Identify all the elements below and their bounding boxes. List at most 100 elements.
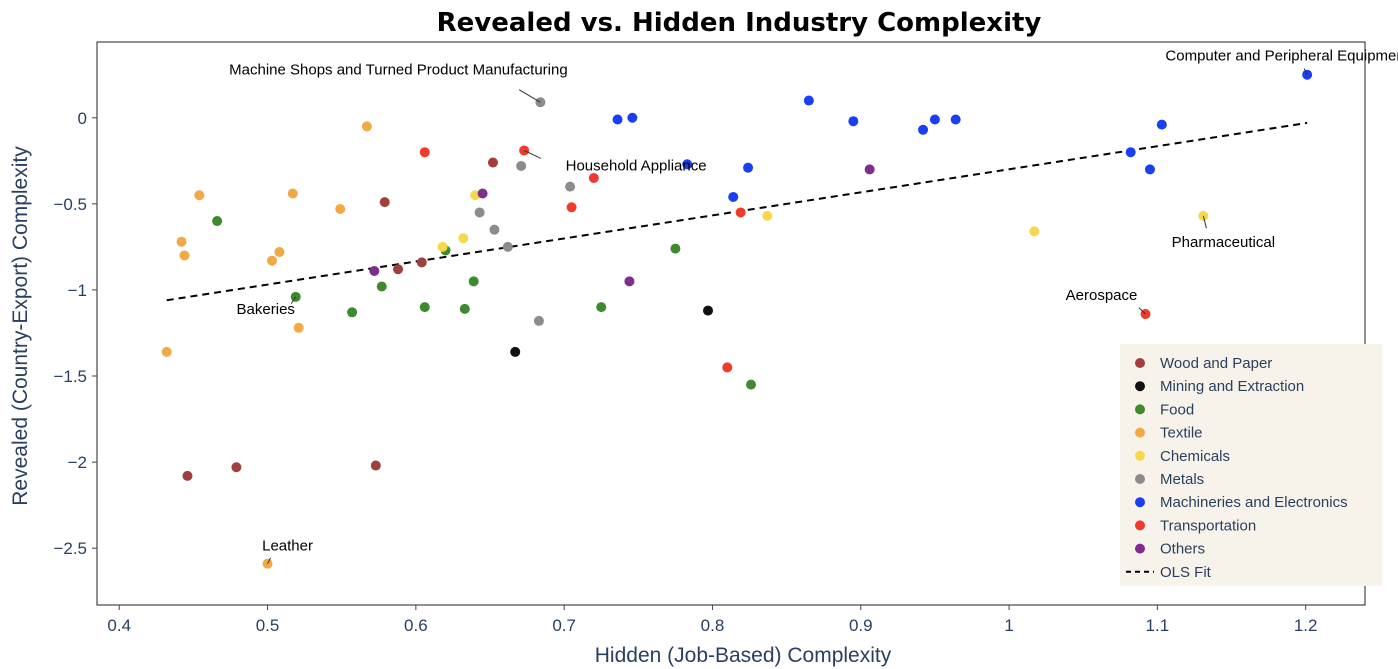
y-tick-label: −0.5: [53, 195, 87, 214]
legend-marker: [1135, 450, 1145, 461]
y-tick-label: −1.5: [53, 367, 87, 386]
point-transportation: [419, 147, 430, 158]
point-wood-and-paper: [487, 157, 498, 168]
point-food: [468, 276, 479, 287]
chart-title: Revealed vs. Hidden Industry Complexity: [437, 8, 1042, 38]
point-machineries-and-electronics: [950, 114, 961, 125]
point-transportation: [722, 362, 733, 373]
annotation-label: Bakeries: [237, 301, 295, 318]
plot-frame: [96, 41, 1366, 606]
annotation-arrow: [267, 557, 271, 564]
point-machineries-and-electronics: [728, 191, 739, 202]
point-textile: [361, 121, 372, 132]
point-food: [746, 379, 757, 390]
legend-marker: [1135, 497, 1145, 508]
annotation-arrow: [518, 89, 541, 103]
point-machineries-and-electronics: [1125, 147, 1136, 158]
point-wood-and-paper: [393, 264, 404, 275]
point-food: [376, 281, 387, 292]
y-axis-title: Revealed (Country-Export) Complexity: [9, 146, 32, 506]
point-transportation: [566, 202, 577, 213]
legend-label: OLS Fit: [1160, 564, 1212, 581]
point-metals: [474, 207, 485, 218]
point-mining-and-extraction: [510, 346, 521, 357]
annotation-arrow: [1138, 307, 1146, 315]
y-tick-label: −1: [68, 281, 87, 300]
point-machineries-and-electronics: [848, 116, 859, 127]
point-others: [369, 265, 380, 276]
point-food: [419, 302, 430, 313]
x-tick-label: 1.1: [1146, 616, 1170, 635]
legend-label: Transportation: [1160, 517, 1256, 534]
point-machineries-and-electronics: [918, 124, 929, 135]
point-mining-and-extraction: [703, 305, 714, 316]
x-tick-label: 0.9: [849, 616, 873, 635]
point-machineries-and-electronics: [743, 162, 754, 173]
point-chemicals: [458, 233, 469, 244]
point-machineries-and-electronics: [929, 114, 940, 125]
point-machineries-and-electronics: [803, 95, 814, 106]
annotation-label: Machine Shops and Turned Product Manufac…: [229, 61, 568, 78]
x-tick-label: 0.4: [107, 616, 131, 635]
legend-label: Others: [1160, 541, 1205, 558]
point-wood-and-paper: [182, 470, 193, 481]
annotation-label: Aerospace: [1066, 287, 1138, 304]
point-wood-and-paper: [370, 460, 381, 471]
annotation-arrow: [1303, 68, 1308, 75]
point-food: [347, 307, 358, 318]
legend-marker: [1135, 520, 1145, 531]
point-textile: [266, 255, 277, 266]
point-chemicals: [437, 241, 448, 252]
point-food: [596, 302, 607, 313]
point-wood-and-paper: [416, 257, 427, 268]
point-others: [864, 164, 875, 175]
point-textile: [274, 247, 285, 258]
legend-label: Chemicals: [1160, 448, 1230, 465]
y-tick-label: 0: [78, 109, 87, 128]
point-machineries-and-electronics: [1144, 164, 1155, 175]
point-transportation: [588, 173, 599, 184]
point-textile: [287, 188, 298, 199]
legend-marker: [1135, 381, 1145, 392]
x-axis-title: Hidden (Job-Based) Complexity: [595, 644, 892, 667]
point-others: [477, 188, 488, 199]
annotation-label: Pharmaceutical: [1172, 234, 1275, 251]
annotation-arrow: [1202, 215, 1207, 229]
y-tick-label: −2.5: [53, 539, 87, 558]
legend-label: Wood and Paper: [1160, 355, 1272, 372]
legend-marker: [1135, 543, 1145, 554]
legend-marker: [1135, 358, 1145, 368]
legend-label: Food: [1160, 401, 1194, 418]
point-chemicals: [762, 210, 773, 221]
x-tick-label: 0.8: [701, 616, 725, 635]
point-machineries-and-electronics: [682, 159, 693, 170]
legend: Wood and Paper Mining and Extraction Food T…: [1120, 344, 1382, 586]
point-machineries-and-electronics: [1156, 119, 1167, 130]
point-food: [212, 216, 223, 227]
point-metals: [489, 224, 500, 235]
x-axis-ticks: 0.4 0.5 0.6 0.7 0.8 0.9 1 1.1 1.2: [107, 605, 1317, 635]
x-tick-label: 0.5: [256, 616, 280, 635]
point-textile: [194, 190, 205, 201]
point-metals: [516, 160, 527, 171]
x-tick-label: 1.2: [1294, 616, 1318, 635]
legend-marker: [1135, 427, 1145, 438]
x-tick-label: 0.6: [404, 616, 428, 635]
point-textile: [293, 322, 304, 333]
legend-background: [1120, 344, 1382, 586]
legend-label: Textile: [1160, 425, 1203, 442]
y-tick-label: −2: [68, 453, 87, 472]
point-others: [624, 276, 635, 287]
point-textile: [176, 236, 187, 247]
point-food: [459, 303, 470, 314]
point-transportation: [735, 207, 746, 218]
point-chemicals: [1029, 226, 1040, 237]
annotation-arrow: [523, 150, 542, 159]
point-metals: [565, 181, 576, 192]
annotation-label: Leather: [262, 538, 313, 555]
point-metals: [502, 241, 513, 252]
point-machineries-and-electronics: [627, 112, 638, 123]
point-metals: [533, 315, 544, 326]
point-machineries-and-electronics: [612, 114, 623, 125]
